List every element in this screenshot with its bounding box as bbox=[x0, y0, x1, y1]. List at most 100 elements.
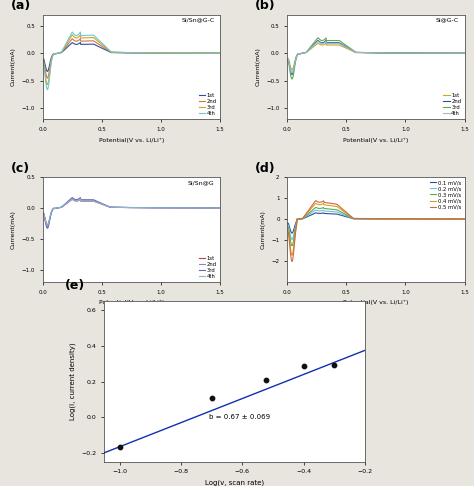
4th bbox=[146, 205, 152, 210]
4th bbox=[430, 50, 436, 56]
0.4 mV/s bbox=[458, 216, 464, 222]
0.2 mV/s bbox=[284, 222, 290, 228]
2nd bbox=[186, 205, 191, 211]
4th bbox=[40, 210, 46, 216]
Line: 1st: 1st bbox=[287, 43, 465, 70]
Line: 3rd: 3rd bbox=[43, 35, 220, 85]
3rd bbox=[217, 50, 223, 56]
3rd bbox=[125, 50, 130, 55]
4th bbox=[458, 50, 464, 56]
0.2 mV/s bbox=[391, 216, 396, 222]
Line: 0.3 mV/s: 0.3 mV/s bbox=[287, 208, 465, 246]
1st bbox=[371, 50, 376, 56]
3rd bbox=[146, 50, 152, 56]
3rd bbox=[45, 226, 50, 231]
4th bbox=[40, 61, 46, 67]
2nd bbox=[146, 50, 152, 56]
0.1 mV/s bbox=[371, 216, 376, 222]
3rd bbox=[69, 32, 75, 38]
1st bbox=[462, 50, 467, 56]
4th bbox=[315, 38, 321, 44]
1st bbox=[430, 50, 436, 56]
0.2 mV/s bbox=[462, 216, 467, 222]
2nd bbox=[371, 50, 376, 56]
0.5 mV/s bbox=[289, 259, 295, 264]
1st bbox=[458, 50, 464, 56]
1st bbox=[391, 50, 396, 56]
4th bbox=[381, 50, 387, 56]
Point bbox=[116, 443, 124, 451]
3rd bbox=[69, 195, 75, 201]
Text: Si/Sn@G-C: Si/Sn@G-C bbox=[182, 17, 215, 23]
0.4 mV/s bbox=[284, 227, 290, 233]
Legend: 1st, 2nd, 3rd, 4th: 1st, 2nd, 3rd, 4th bbox=[198, 255, 217, 279]
Legend: 0.1 mV/s, 0.2 mV/s, 0.3 mV/s, 0.4 mV/s, 0.5 mV/s: 0.1 mV/s, 0.2 mV/s, 0.3 mV/s, 0.4 mV/s, … bbox=[429, 180, 462, 210]
1st bbox=[125, 50, 130, 56]
Y-axis label: Current(mA): Current(mA) bbox=[11, 210, 16, 249]
4th bbox=[125, 205, 130, 210]
1st bbox=[126, 205, 131, 210]
3rd bbox=[430, 50, 436, 56]
0.5 mV/s bbox=[462, 216, 467, 222]
Line: 0.2 mV/s: 0.2 mV/s bbox=[287, 210, 465, 240]
3rd bbox=[315, 35, 321, 41]
3rd bbox=[458, 50, 464, 56]
Line: 0.4 mV/s: 0.4 mV/s bbox=[287, 204, 465, 255]
0.5 mV/s bbox=[369, 216, 375, 222]
4th bbox=[369, 50, 375, 56]
Line: 2nd: 2nd bbox=[287, 40, 465, 74]
2nd bbox=[186, 50, 191, 56]
Line: 4th: 4th bbox=[43, 32, 220, 89]
0.2 mV/s bbox=[430, 216, 436, 222]
0.5 mV/s bbox=[381, 216, 387, 222]
0.3 mV/s bbox=[313, 205, 319, 210]
0.1 mV/s bbox=[458, 216, 464, 222]
0.3 mV/s bbox=[430, 216, 436, 222]
0.1 mV/s bbox=[289, 230, 295, 236]
0.5 mV/s bbox=[284, 229, 290, 235]
3rd bbox=[213, 50, 219, 56]
2nd bbox=[217, 50, 223, 56]
1st bbox=[369, 50, 375, 56]
3rd bbox=[186, 50, 191, 56]
0.2 mV/s bbox=[289, 237, 295, 243]
4th bbox=[69, 29, 75, 35]
3rd bbox=[462, 50, 467, 56]
2nd bbox=[458, 50, 464, 56]
Line: 3rd: 3rd bbox=[287, 38, 465, 79]
4th bbox=[217, 205, 223, 211]
Text: Si@G-C: Si@G-C bbox=[436, 17, 459, 23]
2nd bbox=[45, 224, 50, 229]
Line: 1st: 1st bbox=[43, 43, 220, 71]
0.4 mV/s bbox=[391, 216, 396, 222]
1st bbox=[40, 56, 46, 62]
1st bbox=[69, 40, 75, 46]
Y-axis label: Current(mA): Current(mA) bbox=[261, 210, 266, 249]
0.3 mV/s bbox=[371, 216, 376, 222]
0.5 mV/s bbox=[430, 216, 436, 222]
4th bbox=[213, 205, 219, 211]
2nd bbox=[315, 37, 321, 43]
1st bbox=[186, 205, 191, 211]
0.4 mV/s bbox=[313, 201, 319, 207]
2nd bbox=[40, 210, 46, 216]
2nd bbox=[430, 50, 436, 56]
1st bbox=[315, 40, 321, 46]
0.1 mV/s bbox=[313, 210, 319, 216]
X-axis label: Potential(V vs. Li/Li⁺): Potential(V vs. Li/Li⁺) bbox=[99, 300, 164, 305]
0.1 mV/s bbox=[430, 216, 436, 222]
0.4 mV/s bbox=[371, 216, 376, 222]
2nd bbox=[213, 205, 219, 211]
Text: (b): (b) bbox=[255, 0, 276, 13]
Line: 0.5 mV/s: 0.5 mV/s bbox=[287, 201, 465, 261]
0.1 mV/s bbox=[391, 216, 396, 222]
Text: (e): (e) bbox=[65, 278, 85, 292]
Y-axis label: Log(i, current density): Log(i, current density) bbox=[70, 343, 76, 420]
X-axis label: Potential(V vs. Li/Li⁺): Potential(V vs. Li/Li⁺) bbox=[343, 300, 409, 305]
0.5 mV/s bbox=[371, 216, 376, 222]
Point bbox=[208, 395, 216, 402]
4th bbox=[69, 196, 75, 202]
4th bbox=[186, 205, 191, 211]
1st bbox=[289, 67, 295, 73]
Y-axis label: Current(mA): Current(mA) bbox=[11, 48, 16, 87]
